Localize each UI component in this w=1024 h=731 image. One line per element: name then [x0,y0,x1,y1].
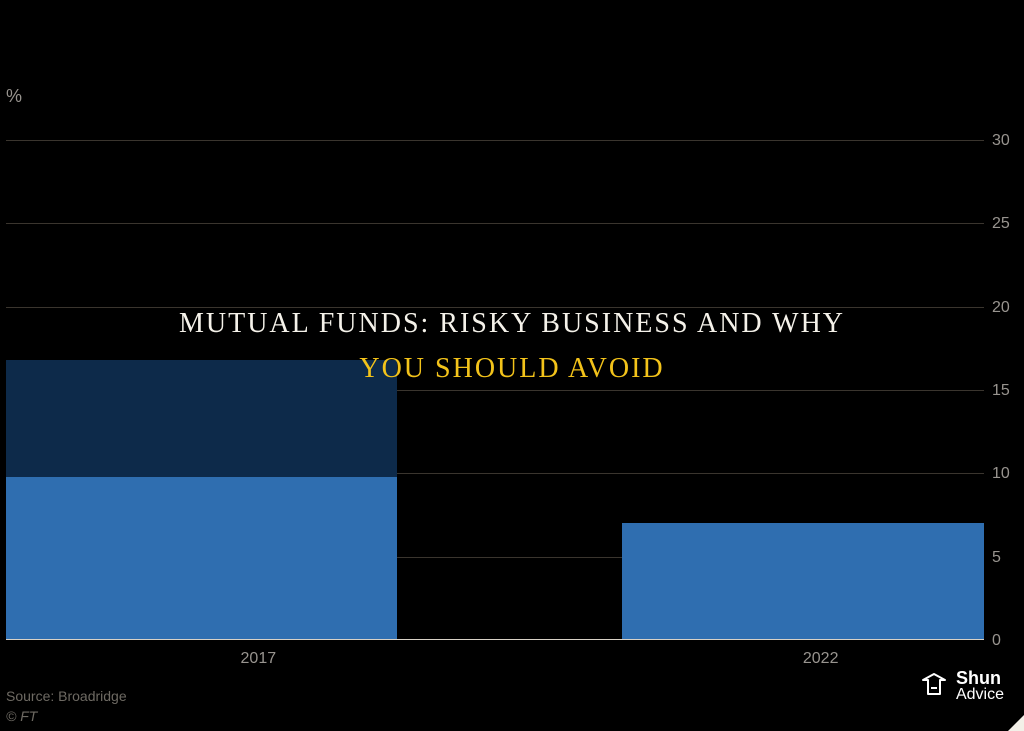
y-axis-label: % [6,86,22,107]
gridline [6,223,984,224]
y-tick-label: 15 [992,382,1010,400]
y-tick-label: 25 [992,215,1010,233]
x-tick-label: 2017 [241,650,277,668]
overlay-title-line1: MUTUAL FUNDS: RISKY BUSINESS AND WHY [62,302,962,347]
bar [622,523,984,640]
brand-logo-icon [918,670,950,702]
overlay-title-line2: YOU SHOULD AVOID [62,347,962,392]
y-tick-label: 10 [992,465,1010,483]
corner-dogear [1008,715,1024,731]
gridline [6,140,984,141]
brand-logo: ShunAdvice [918,669,1004,703]
brand-logo-line1: Shun [956,669,1004,687]
bar [6,477,397,640]
overlay-title: MUTUAL FUNDS: RISKY BUSINESS AND WHYYOU … [62,302,962,392]
brand-logo-line2: Advice [956,687,1004,703]
brand-logo-text: ShunAdvice [956,669,1004,703]
y-tick-label: 0 [992,632,1001,650]
y-tick-label: 30 [992,132,1010,150]
axis-baseline [6,639,984,640]
x-tick-label: 2022 [803,650,839,668]
y-tick-label: 5 [992,549,1001,567]
source-label: Source: Broadridge [6,688,127,704]
y-tick-label: 20 [992,299,1010,317]
copyright-label: © FT [6,708,37,724]
